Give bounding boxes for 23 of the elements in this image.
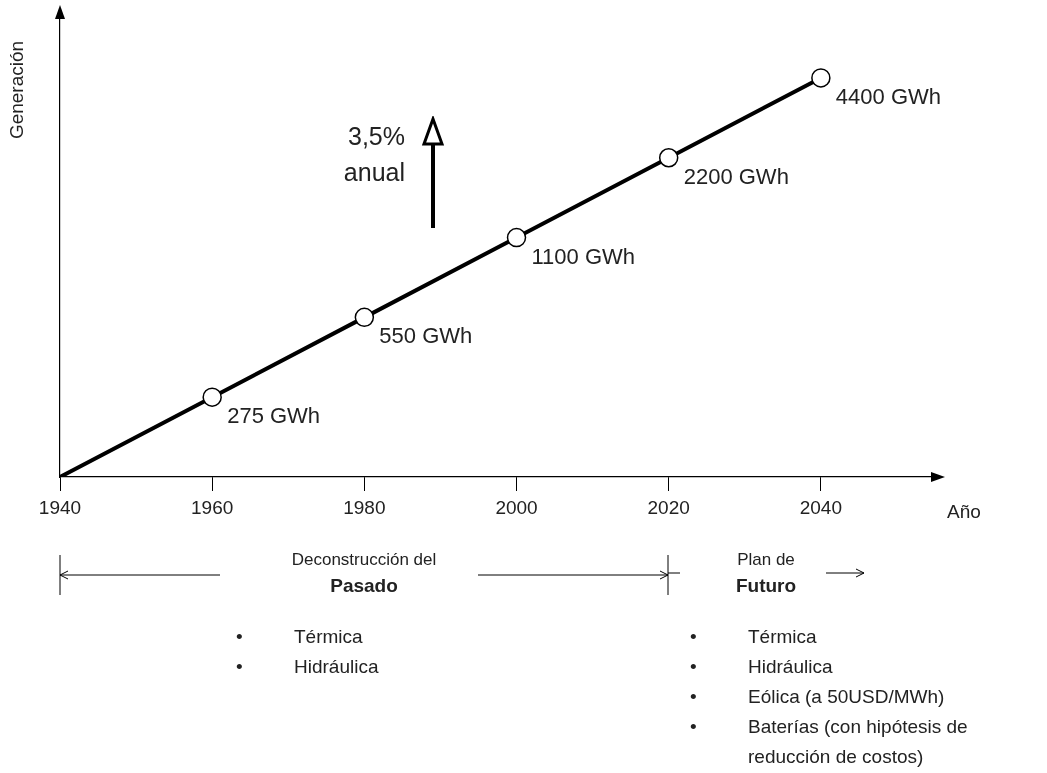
y-axis-title: Generación — [6, 40, 28, 140]
annotation: 3,5% anual — [342, 121, 405, 188]
point — [202, 387, 222, 407]
text: • Térmica • Hidráulica — [236, 626, 379, 677]
point — [658, 148, 679, 168]
x-tick-label: 2040 — [799, 496, 843, 518]
point — [811, 68, 831, 88]
text: • Térmica • Hidráulica • Eólica (a 50USD/MWh) • Baterías (con hipótesis de reducción de costos) — [690, 626, 968, 767]
point — [506, 227, 527, 248]
x-tick-label: 1960 — [191, 496, 234, 518]
x-tick-label: 1940 — [38, 496, 82, 518]
x-tick-label: 1980 — [343, 496, 386, 518]
data-label: 550 GWh — [379, 323, 473, 349]
x-tick-label: 2000 — [495, 496, 538, 518]
text: Plan de Futuro — [734, 549, 798, 598]
x-tick-label: 2020 — [647, 496, 690, 518]
data-label: 4400 GWh — [835, 84, 942, 109]
data-label: 1100 GWh — [531, 243, 636, 269]
point — [354, 307, 375, 328]
text: Deconstrucción del Pasado — [290, 549, 438, 598]
data-label: 2200 GWh — [683, 163, 789, 189]
x-axis-title: Año — [947, 501, 981, 523]
data-label: 275 GWh — [227, 403, 321, 429]
